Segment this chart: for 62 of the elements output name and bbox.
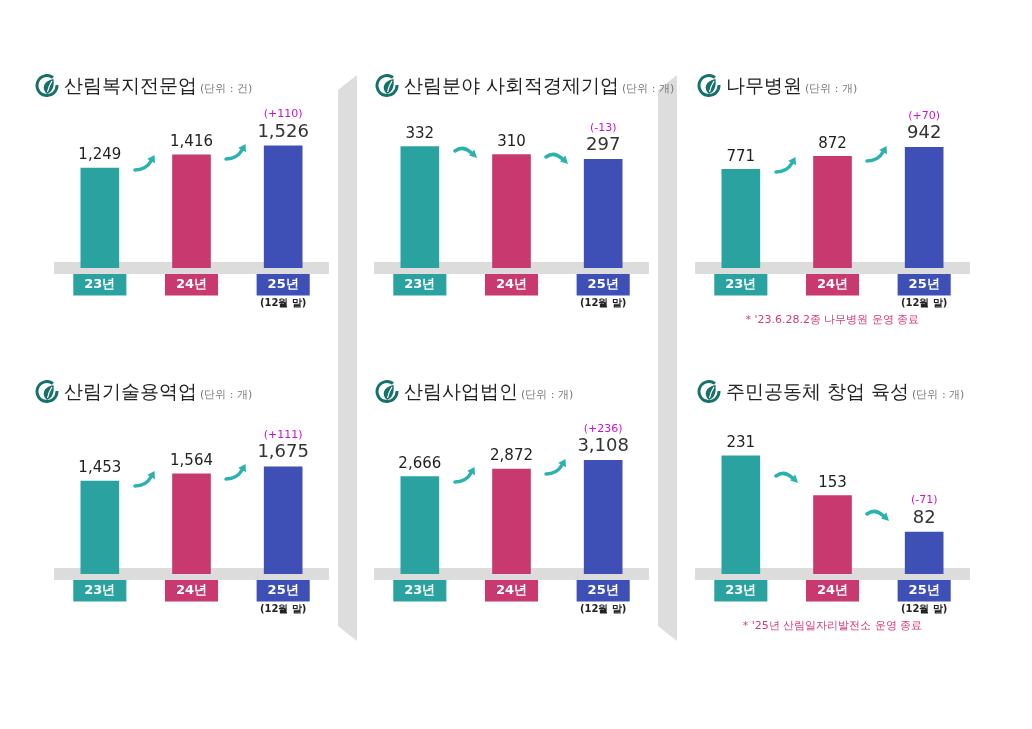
data-label: 942 [906,121,942,143]
chart-subtitle: (단위 : 개) [912,387,965,402]
annotation: (-71) [910,493,938,507]
data-label: 1,675 [257,440,309,462]
chart-subtitle: (단위 : 개) [521,387,574,402]
x-tick-label: 25년 [908,582,940,598]
data-label: 310 [497,132,526,151]
chart-title: 나무병원 [726,73,802,98]
x-tick-label: 24년 [816,276,849,292]
x-tick-label: 23년 [404,276,436,292]
data-label: 872 [818,133,847,152]
data-label: 231 [726,433,756,452]
chart-subtitle: (단위 : 건) [200,81,253,96]
annotation: (+236) [583,421,623,435]
data-label: 771 [726,146,756,165]
data-label: 332 [405,123,435,142]
chart-title: 산림기술용역업 [64,379,197,404]
x-tick-label: 25년 [267,276,299,292]
data-label: 297 [585,133,621,155]
data-label: 2,666 [398,453,442,472]
text: (12월 말) [900,296,948,308]
x-tick-label: 24년 [495,582,528,598]
text: (12월 말) [259,296,307,308]
x-tick-label: 24년 [495,276,528,292]
chart-title: 산림복지전문업 [64,73,197,98]
annotation: (+110) [263,107,303,121]
x-tick-label: 23년 [725,582,757,598]
x-tick-label: 24년 [175,276,208,292]
x-tick-label: 23년 [84,276,116,292]
chart-title: 주민공동체 창업 육성 [726,379,910,404]
data-label: 2,872 [490,446,533,465]
data-label: 1,249 [78,145,122,164]
text: * '23.6.28.2종 나무병원 운영 종료 [744,312,921,327]
chart-subtitle: (단위 : 개) [200,387,253,402]
annotation: (-13) [589,120,617,134]
text: (12월 말) [900,602,948,614]
data-label: 1,416 [170,132,213,151]
x-tick-label: 25년 [587,276,619,292]
text: (12월 말) [259,602,307,614]
x-tick-label: 23년 [84,582,116,598]
chart-title: 산림사업법인 [404,379,518,404]
chart-subtitle: (단위 : 개) [622,81,675,96]
annotation: (+111) [263,428,303,442]
data-label: 3,108 [577,434,629,456]
x-tick-label: 24년 [175,582,208,598]
data-label: 153 [818,473,847,492]
text: (12월 말) [579,602,627,614]
data-label: 82 [912,505,936,527]
text: * '25년 산림일자리발전소 운영 종료 [741,618,924,633]
x-tick-label: 25년 [587,582,619,598]
data-label: 1,564 [170,451,213,470]
x-tick-label: 23년 [725,276,757,292]
data-label: 1,526 [257,119,309,141]
text: (12월 말) [579,296,627,308]
data-label: 1,453 [78,458,122,477]
x-tick-label: 23년 [404,582,436,598]
x-tick-label: 25년 [908,276,940,292]
chart-title: 산림분야 사회적경제기업 [404,73,620,98]
chart-subtitle: (단위 : 개) [805,81,858,96]
annotation: (+70) [908,108,941,122]
x-tick-label: 25년 [267,582,299,598]
x-tick-label: 24년 [816,582,849,598]
